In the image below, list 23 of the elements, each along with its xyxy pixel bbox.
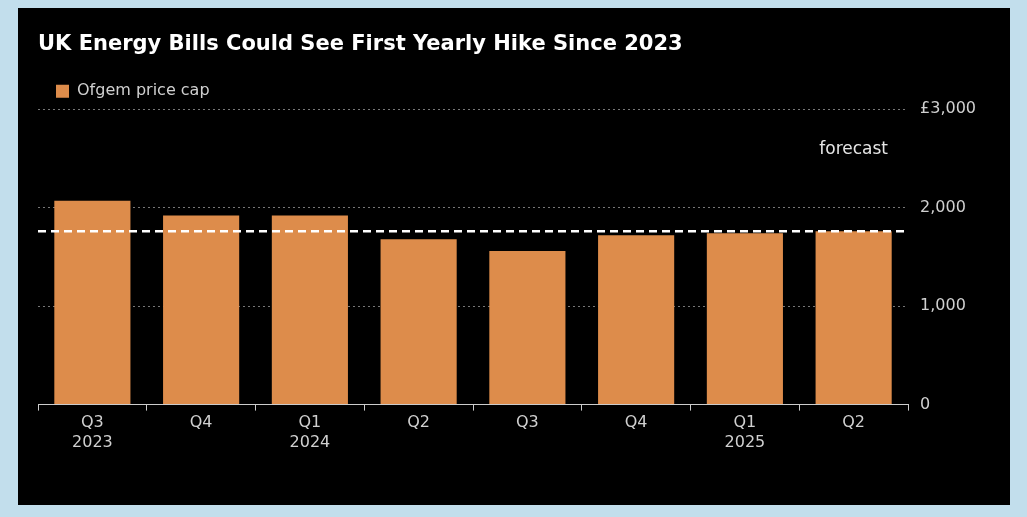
- y-tick-label: 0: [920, 393, 931, 413]
- bar: [598, 235, 675, 405]
- bar: [54, 200, 131, 405]
- bar: [163, 215, 240, 405]
- x-tick-label: Q4: [189, 412, 213, 432]
- x-tick-label: Q1 2024: [289, 412, 331, 451]
- y-tick-label: £3,000: [920, 98, 976, 118]
- x-tick-label: Q1 2025: [724, 412, 766, 451]
- legend-label: Ofgem price cap: [77, 80, 210, 100]
- bar: [706, 233, 783, 405]
- x-tick-label: Q2: [407, 412, 431, 432]
- x-tick-label: Q4: [624, 412, 648, 432]
- y-tick-label: 2,000: [920, 196, 966, 216]
- bar: [815, 231, 892, 405]
- x-tick-label: Q3: [515, 412, 539, 432]
- x-tick-label: Q3 2023: [72, 412, 113, 451]
- bar: [489, 250, 566, 405]
- annotation: forecast: [819, 137, 889, 158]
- bar: [271, 215, 348, 405]
- bar: [380, 239, 457, 405]
- y-tick-label: 1,000: [920, 295, 966, 315]
- x-tick-label: Q2: [842, 412, 866, 432]
- chart-title: UK Energy Bills Could See First Yearly Hike Since 2023: [38, 31, 683, 56]
